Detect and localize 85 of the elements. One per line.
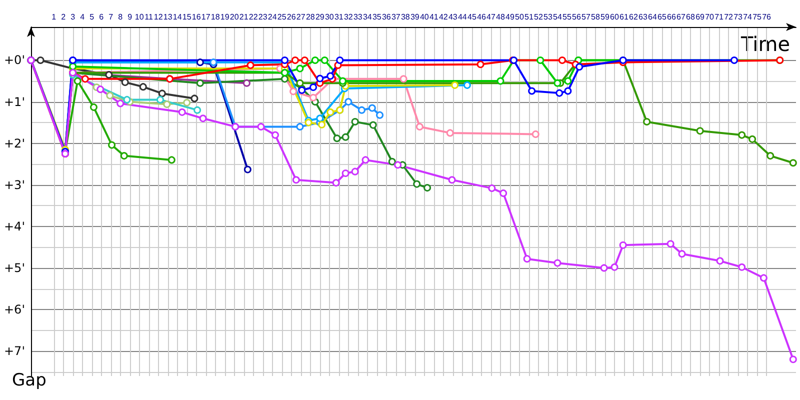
x-tick-label: 64 bbox=[648, 12, 658, 22]
x-tick-label: 18 bbox=[210, 12, 220, 22]
x-tick-label: 58 bbox=[591, 12, 600, 22]
x-tick-label: 20 bbox=[230, 12, 240, 22]
x-tick-label: 45 bbox=[467, 12, 477, 22]
x-tick-label: 6 bbox=[99, 12, 104, 22]
x-tick-label: 3 bbox=[70, 12, 76, 22]
x-tick-label: 12 bbox=[154, 12, 164, 22]
x-tick-label: 47 bbox=[486, 12, 496, 22]
y-tick-label: +4' bbox=[4, 219, 25, 234]
y-tick-label: +5' bbox=[4, 260, 25, 275]
x-tick-label: 67 bbox=[676, 12, 686, 22]
x-tick-label: 5 bbox=[90, 12, 95, 22]
x-tick-label: 40 bbox=[420, 12, 430, 22]
x-tick-label: 74 bbox=[743, 12, 753, 22]
y-tick-label: +0' bbox=[4, 53, 25, 68]
x-tick-label: 13 bbox=[163, 12, 173, 22]
x-tick-label: 52 bbox=[534, 12, 544, 22]
x-tick-label: 9 bbox=[128, 12, 133, 22]
x-tick-label: 41 bbox=[429, 12, 439, 22]
x-tick-label: 29 bbox=[315, 12, 325, 22]
x-tick-label: 56 bbox=[572, 12, 582, 22]
x-tick-label: 54 bbox=[553, 12, 562, 22]
x-tick-label: 37 bbox=[391, 12, 401, 22]
x-tick-label: 66 bbox=[667, 12, 677, 22]
x-tick-label: 24 bbox=[268, 12, 278, 22]
x-tick-label: 1 bbox=[52, 12, 57, 22]
x-tick-label: 49 bbox=[506, 12, 515, 22]
y-tick-label: +7' bbox=[4, 344, 25, 358]
x-tick-label: 17 bbox=[201, 12, 211, 22]
x-tick-label: 36 bbox=[382, 12, 392, 22]
x-tick-label: 16 bbox=[192, 12, 202, 22]
x-tick-label: 15 bbox=[182, 12, 192, 22]
x-tick-label: 31 bbox=[334, 12, 344, 22]
x-tick-label: 28 bbox=[306, 12, 316, 22]
y-tick-label: +3' bbox=[4, 178, 25, 192]
x-tick-label: 59 bbox=[600, 12, 610, 22]
x-tick-label: 62 bbox=[629, 12, 638, 22]
x-tick-label: 38 bbox=[400, 12, 410, 22]
x-tick-label: 11 bbox=[144, 12, 154, 22]
x-tick-label: 10 bbox=[134, 12, 144, 22]
x-tick-label: 26 bbox=[286, 12, 296, 22]
x-tick-label: 4 bbox=[80, 12, 86, 22]
y-axis-title: Gap bbox=[12, 370, 46, 390]
y-tick-label: +2' bbox=[4, 136, 25, 150]
x-tick-label: 53 bbox=[544, 12, 553, 22]
x-tick-label: 68 bbox=[686, 12, 696, 22]
x-tick-label: 8 bbox=[118, 12, 124, 22]
x-tick-label: 25 bbox=[277, 12, 287, 22]
x-tick-label: 60 bbox=[610, 12, 620, 22]
x-tick-label: 48 bbox=[496, 12, 506, 22]
x-tick-label: 34 bbox=[362, 12, 372, 22]
x-tick-label: 72 bbox=[724, 12, 734, 22]
x-tick-label: 61 bbox=[620, 12, 629, 22]
x-tick-label: 32 bbox=[344, 12, 354, 22]
x-tick-label: 55 bbox=[562, 12, 572, 22]
y-tick-label: +6' bbox=[4, 302, 25, 317]
x-tick-label: 19 bbox=[220, 12, 230, 22]
x-tick-label: 50 bbox=[515, 12, 524, 22]
x-tick-label: 23 bbox=[258, 12, 268, 22]
y-tick-label: +1' bbox=[4, 94, 25, 109]
x-tick-label: 57 bbox=[582, 12, 591, 22]
x-tick-label: 2 bbox=[61, 12, 66, 22]
x-tick-label: 63 bbox=[638, 12, 648, 22]
x-tick-label: 22 bbox=[248, 12, 258, 22]
x-tick-label: 44 bbox=[458, 12, 468, 22]
x-tick-label: 75 bbox=[752, 12, 762, 22]
x-tick-label: 65 bbox=[658, 12, 667, 22]
x-tick-label: 21 bbox=[239, 12, 249, 22]
x-tick-label: 69 bbox=[696, 12, 706, 22]
x-tick-label: 30 bbox=[324, 12, 334, 22]
x-tick-label: 73 bbox=[734, 12, 744, 22]
x-tick-label: 35 bbox=[372, 12, 382, 22]
x-tick-label: 39 bbox=[410, 12, 420, 22]
x-tick-label: 51 bbox=[524, 12, 534, 22]
x-tick-label: 7 bbox=[108, 12, 114, 22]
x-tick-label: 14 bbox=[172, 12, 182, 22]
x-tick-label: 42 bbox=[438, 12, 448, 22]
x-tick-label: 46 bbox=[476, 12, 486, 22]
x-tick-label: 76 bbox=[762, 12, 772, 22]
x-tick-label: 71 bbox=[714, 12, 724, 22]
x-tick-label: 33 bbox=[353, 12, 363, 22]
x-tick-label: 43 bbox=[448, 12, 458, 22]
x-tick-label: 70 bbox=[705, 12, 715, 22]
x-tick-label: 27 bbox=[296, 12, 306, 22]
